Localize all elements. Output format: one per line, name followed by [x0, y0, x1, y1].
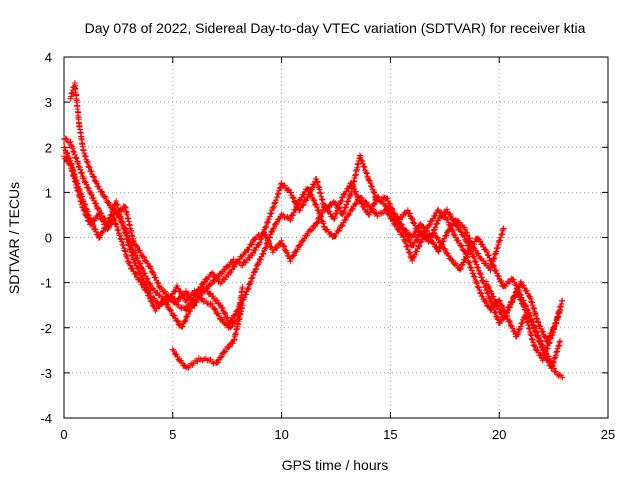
- series-markers: [387, 207, 566, 381]
- series-trace-7: [387, 207, 566, 381]
- x-tick-label: 20: [492, 427, 506, 442]
- x-tick-label: 10: [274, 427, 288, 442]
- y-tick-label: -4: [40, 411, 52, 426]
- data-points: [61, 80, 566, 381]
- x-tick-label: 25: [601, 427, 615, 442]
- y-axis-label: SDTVAR / TECUs: [6, 182, 22, 294]
- x-tick-label: 0: [60, 427, 67, 442]
- series-trace-5: [169, 302, 246, 371]
- series-trace-6: [483, 278, 566, 345]
- y-tick-label: -1: [40, 276, 52, 291]
- series-markers: [61, 144, 246, 331]
- y-tick-label: 2: [45, 140, 52, 155]
- series-trace-1: [61, 152, 564, 372]
- x-tick-label: 15: [383, 427, 397, 442]
- y-tick-label: -2: [40, 321, 52, 336]
- y-tick-label: -3: [40, 366, 52, 381]
- series-markers: [483, 278, 566, 345]
- chart-title: Day 078 of 2022, Sidereal Day-to-day VTE…: [85, 20, 586, 36]
- axis-ticks: 0 5 10 15 20 25 -4 -3 -2 -1 0 1 2 3 4: [40, 50, 615, 442]
- series-trace-4: [61, 144, 246, 331]
- x-axis-label: GPS time / hours: [282, 457, 389, 473]
- y-tick-label: 1: [45, 185, 52, 200]
- x-tick-label: 5: [169, 427, 176, 442]
- series-trace-2: [67, 80, 564, 364]
- y-tick-label: 3: [45, 95, 52, 110]
- series-markers: [61, 152, 564, 372]
- series-markers: [169, 302, 246, 371]
- y-tick-label: 0: [45, 231, 52, 246]
- y-tick-label: 4: [45, 50, 52, 65]
- series-markers: [67, 80, 564, 364]
